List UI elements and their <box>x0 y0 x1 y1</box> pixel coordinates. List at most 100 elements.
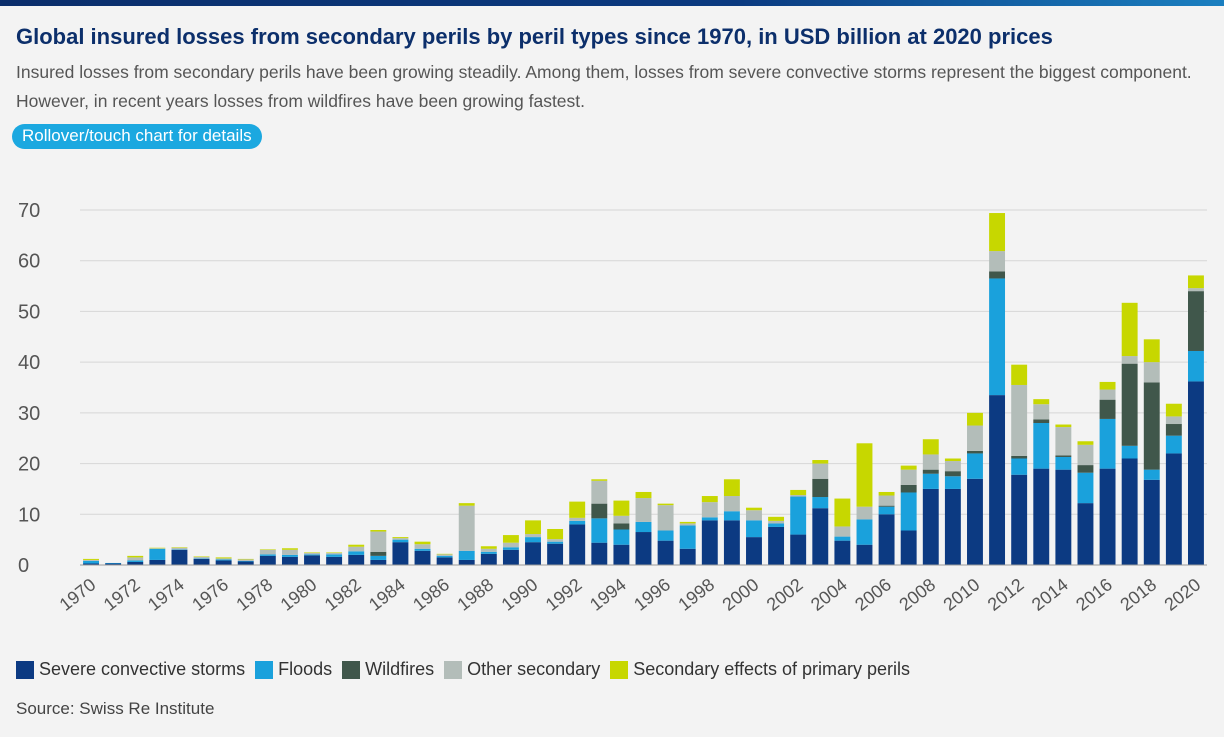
bar-segment[interactable]: 1996 Secondary effects of primary perils… <box>657 503 674 506</box>
bar-segment[interactable]: 2009 Other secondary: 2 <box>944 461 961 472</box>
bar-segment[interactable]: 1978 Floods: 0.3 <box>259 554 276 556</box>
bar-segment[interactable]: 1998 Other secondary: 3 <box>701 502 718 518</box>
bar-segment[interactable]: 1986 Secondary effects of primary perils… <box>436 553 453 555</box>
bar-segment[interactable]: 1983 Floods: 0.8 <box>370 555 387 560</box>
bar-segment[interactable]: 1979 Floods: 0.4 <box>281 554 298 557</box>
bar-segment[interactable]: 2015 Wildfires: 1.5 <box>1077 465 1094 473</box>
bar-segment[interactable]: 2011 Severe convective storms: 33.5 <box>989 395 1006 565</box>
bar-segment[interactable]: 2005 Secondary effects of primary perils… <box>856 443 873 507</box>
bar-segment[interactable]: 2006 Other secondary: 2 <box>878 495 895 506</box>
bar-segment[interactable]: 2016 Floods: 9.8 <box>1099 418 1116 469</box>
bar-segment[interactable]: 2012 Secondary effects of primary perils… <box>1011 364 1028 385</box>
bar-segment[interactable]: 1978 Secondary effects of primary perils… <box>259 549 276 550</box>
bar-segment[interactable]: 2008 Floods: 3 <box>922 473 939 489</box>
bar-segment[interactable]: 1970 Secondary effects of primary perils… <box>83 558 99 560</box>
bar-segment[interactable]: 1974 Secondary effects of primary perils… <box>171 547 188 548</box>
bar-segment[interactable]: 2017 Wildfires: 16.2 <box>1121 363 1138 446</box>
bar-segment[interactable]: 1987 Floods: 1.8 <box>458 550 475 560</box>
bar-segment[interactable]: 2013 Severe convective storms: 19 <box>1033 468 1050 565</box>
bar-segment[interactable]: 1984 Secondary effects of primary perils… <box>392 537 409 539</box>
bar-segment[interactable]: 2001 Secondary effects of primary perils… <box>768 516 785 521</box>
bar-segment[interactable]: 2001 Other secondary: 0.5 <box>768 520 785 524</box>
bar-segment[interactable]: 1974 Other secondary: 0.3 <box>171 547 188 550</box>
bar-segment[interactable]: 1983 Secondary effects of primary perils… <box>370 530 387 532</box>
bar-segment[interactable]: 1987 Severe convective storms: 1 <box>458 559 475 565</box>
bar-segment[interactable]: 1993 Other secondary: 4.5 <box>591 480 608 504</box>
bar-segment[interactable]: 2015 Secondary effects of primary perils… <box>1077 441 1094 445</box>
bar-segment[interactable]: 1976 Severe convective storms: 0.9 <box>215 560 232 565</box>
bar-segment[interactable]: 1970 Severe convective storms: 0.3 <box>83 563 99 565</box>
bar-segment[interactable]: 2020 Floods: 6 <box>1188 350 1204 382</box>
bar-segment[interactable]: 2012 Severe convective storms: 17.8 <box>1011 474 1028 565</box>
bar-segment[interactable]: 2014 Other secondary: 5.6 <box>1055 427 1072 456</box>
bar-segment[interactable]: 1977 Floods: 0.1 <box>237 560 254 562</box>
bar-segment[interactable]: 2004 Severe convective storms: 4.8 <box>834 540 851 565</box>
bar-segment[interactable]: 2017 Severe convective storms: 21 <box>1121 458 1138 566</box>
bar-segment[interactable]: 2005 Severe convective storms: 4 <box>856 544 873 565</box>
bar-segment[interactable]: 1973 Secondary effects of primary perils… <box>149 547 166 549</box>
bar-segment[interactable]: 2002 Severe convective storms: 6 <box>790 534 807 565</box>
bar-segment[interactable]: 1997 Severe convective storms: 3.2 <box>679 548 696 565</box>
bar-segment[interactable]: 1994 Secondary effects of primary perils… <box>613 500 630 516</box>
bar-segment[interactable]: 1991 Other secondary: 0.5 <box>547 539 564 542</box>
bar-segment[interactable]: 2006 Severe convective storms: 10 <box>878 514 895 565</box>
bar-segment[interactable]: 1980 Severe convective storms: 1.9 <box>304 555 320 565</box>
bar-segment[interactable]: 2017 Floods: 2.5 <box>1121 445 1138 459</box>
bar-segment[interactable]: 2002 Secondary effects of primary perils… <box>790 489 807 496</box>
bar-segment[interactable]: 1983 Wildfires: 0.8 <box>370 551 387 556</box>
bar-segment[interactable]: 1972 Severe convective storms: 0.6 <box>127 561 144 565</box>
bar-segment[interactable]: 2012 Other secondary: 14 <box>1011 384 1028 456</box>
bar-segment[interactable]: 2015 Severe convective storms: 12.2 <box>1077 503 1094 565</box>
bar-segment[interactable]: 1981 Other secondary: 0.3 <box>326 552 343 555</box>
bar-segment[interactable]: 1980 Secondary effects of primary perils… <box>304 552 320 553</box>
bar-segment[interactable]: 1977 Other secondary: 0.3 <box>237 559 254 561</box>
bar-segment[interactable]: 2007 Other secondary: 3 <box>900 469 917 485</box>
bar-segment[interactable]: 2014 Wildfires: 0.3 <box>1055 455 1072 457</box>
bar-segment[interactable]: 2015 Other secondary: 4 <box>1077 444 1094 466</box>
bar-segment[interactable]: 1995 Other secondary: 4.7 <box>635 498 652 522</box>
bar-segment[interactable]: 2010 Severe convective storms: 17 <box>967 478 983 565</box>
bar-segment[interactable]: 1970 Floods: 0.5 <box>83 560 99 564</box>
bar-segment[interactable]: 1991 Severe convective storms: 4.2 <box>547 543 564 565</box>
bar-segment[interactable]: 2007 Floods: 7.5 <box>900 492 917 531</box>
bar-segment[interactable]: 1986 Floods: 0.3 <box>436 555 453 558</box>
bar-segment[interactable]: 1982 Severe convective storms: 2 <box>348 554 365 565</box>
bar-segment[interactable]: 1979 Secondary effects of primary perils… <box>281 548 298 550</box>
bar-segment[interactable]: 2007 Secondary effects of primary perils… <box>900 465 917 470</box>
bar-segment[interactable]: 1997 Other secondary: 0.4 <box>679 523 696 526</box>
bar-segment[interactable]: 1996 Other secondary: 5 <box>657 505 674 531</box>
bar-segment[interactable]: 2020 Severe convective storms: 36.2 <box>1188 381 1204 565</box>
bar-segment[interactable]: 1985 Secondary effects of primary perils… <box>414 541 431 545</box>
bar-segment[interactable]: 2007 Wildfires: 1.5 <box>900 484 917 493</box>
bar-segment[interactable]: 1998 Floods: 0.6 <box>701 517 718 521</box>
bar-segment[interactable]: 2009 Secondary effects of primary perils… <box>944 458 961 462</box>
bar-segment[interactable]: 1999 Floods: 1.8 <box>723 511 740 521</box>
bar-segment[interactable]: 1984 Other secondary: 0.3 <box>392 538 409 540</box>
bar-segment[interactable]: 1994 Floods: 3 <box>613 529 630 545</box>
bar-segment[interactable]: 2011 Secondary effects of primary perils… <box>989 213 1006 252</box>
bar-segment[interactable]: 1991 Secondary effects of primary perils… <box>547 528 564 540</box>
bar-segment[interactable]: 1979 Severe convective storms: 1.6 <box>281 556 298 565</box>
bar-segment[interactable]: 2004 Other secondary: 2 <box>834 526 851 537</box>
bar-segment[interactable]: 2001 Floods: 0.7 <box>768 523 785 527</box>
bar-segment[interactable]: 2018 Severe convective storms: 16.8 <box>1143 479 1160 565</box>
bar-segment[interactable]: 1995 Secondary effects of primary perils… <box>635 491 652 499</box>
bar-segment[interactable]: 1970 Other secondary: 0.2 <box>83 559 99 561</box>
bar-segment[interactable]: 1995 Floods: 2 <box>635 521 652 533</box>
legend-item-floods[interactable]: Floods <box>255 659 332 680</box>
bar-segment[interactable]: 2014 Floods: 2.5 <box>1055 456 1072 470</box>
bar-segment[interactable]: 2020 Other secondary: 0.6 <box>1188 288 1204 292</box>
bar-segment[interactable]: 1993 Severe convective storms: 4.4 <box>591 542 608 565</box>
bar-segment[interactable]: 1993 Floods: 4.8 <box>591 518 608 543</box>
bar-segment[interactable]: 1998 Secondary effects of primary perils… <box>701 496 718 503</box>
bar-segment[interactable]: 1989 Secondary effects of primary perils… <box>502 535 519 543</box>
bar-segment[interactable]: 1988 Floods: 0.4 <box>480 551 497 554</box>
bar-segment[interactable]: 2019 Secondary effects of primary perils… <box>1165 403 1182 417</box>
bar-segment[interactable]: 1978 Other secondary: 0.9 <box>259 549 276 555</box>
bar-segment[interactable]: 2010 Secondary effects of primary perils… <box>967 412 983 426</box>
bar-segment[interactable]: 2007 Severe convective storms: 6.8 <box>900 530 917 565</box>
bar-segment[interactable]: 2010 Wildfires: 0.5 <box>967 450 983 454</box>
bar-segment[interactable]: 2005 Floods: 5 <box>856 519 873 545</box>
bar-segment[interactable]: 1981 Secondary effects of primary perils… <box>326 552 343 553</box>
bar-segment[interactable]: 1982 Floods: 0.7 <box>348 551 365 555</box>
